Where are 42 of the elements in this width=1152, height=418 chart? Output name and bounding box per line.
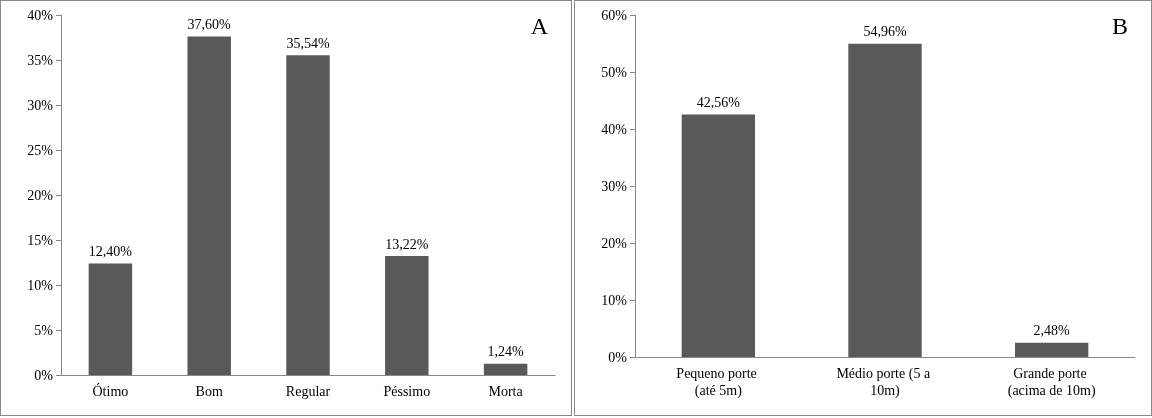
data-label: 2,48% (1033, 323, 1071, 339)
y-tick-label: 40% (27, 7, 54, 23)
x-tick-label: Regular (285, 384, 331, 399)
data-label: 37,60% (187, 17, 232, 33)
x-tick-label: Péssimo (383, 384, 431, 399)
y-tick-label: 5% (34, 322, 54, 338)
y-tick-label: 10% (601, 292, 628, 308)
bar (385, 256, 429, 375)
data-label: 54,96% (863, 24, 907, 40)
bar (187, 36, 231, 375)
y-tick-label: 20% (27, 187, 54, 203)
y-tick-label: 35% (27, 52, 54, 68)
x-tick-label: Ótimo (92, 383, 129, 399)
bar (848, 43, 922, 357)
x-tick-label: Grande porte (acima de 10m) (1007, 366, 1096, 399)
y-tick-label: 25% (27, 142, 54, 158)
y-tick-label: 50% (601, 64, 628, 80)
y-tick-label: 60% (601, 7, 628, 23)
data-label: 12,40% (88, 243, 133, 259)
y-tick-label: 40% (601, 121, 628, 137)
x-tick-label: Médio porte (5 a 10m) (836, 366, 934, 399)
bar (88, 263, 133, 375)
data-label: 1,24% (487, 344, 525, 360)
x-tick-label: Morta (488, 384, 524, 399)
y-tick-label: 30% (601, 178, 628, 194)
chart-title: A (530, 13, 549, 39)
bar (483, 363, 528, 375)
chart-title: B (1111, 13, 1129, 39)
y-tick-label: 20% (601, 235, 628, 251)
x-tick-label: Bom (195, 384, 223, 399)
x-tick-label: Pequeno porte (até 5m) (676, 366, 761, 399)
y-tick-label: 0% (608, 349, 628, 365)
y-tick-label: 0% (34, 367, 54, 383)
bar (1015, 342, 1089, 357)
y-tick-label: 30% (27, 97, 54, 113)
bar (681, 114, 755, 357)
data-label: 35,54% (286, 35, 330, 51)
data-label: 13,22% (385, 236, 429, 252)
y-tick-label: 10% (27, 277, 54, 293)
data-label: 42,56% (696, 94, 741, 110)
y-tick-label: 15% (27, 232, 54, 248)
bar (286, 55, 330, 375)
